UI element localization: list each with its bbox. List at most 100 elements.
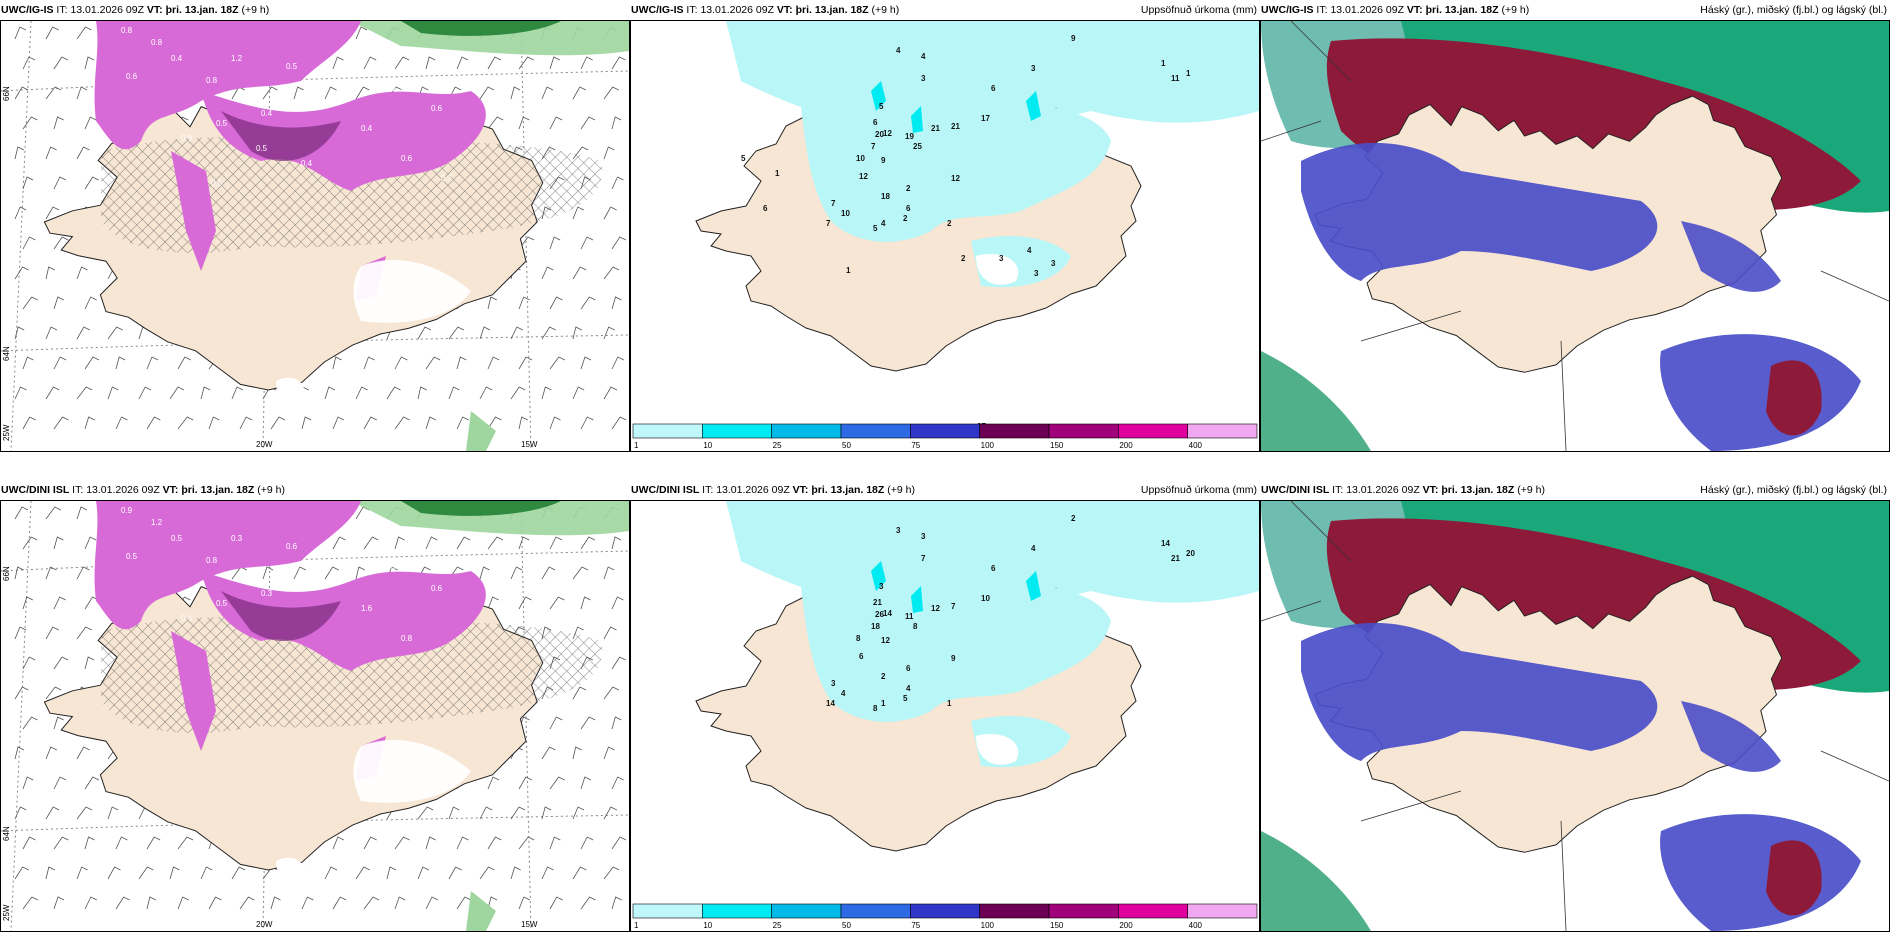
map-frame xyxy=(1260,20,1890,452)
colorbar-tick-label: 1 xyxy=(634,921,639,930)
wind-barb xyxy=(611,896,622,910)
wind-barb xyxy=(487,776,500,790)
snow-value-label: 1.2 xyxy=(231,54,243,63)
precip-value-label: 3 xyxy=(831,679,836,688)
precip-value-label: 6 xyxy=(991,564,996,573)
snow-value-label: 0.5 xyxy=(341,94,353,103)
wind-barb xyxy=(394,356,408,370)
precip-value-label: 25 xyxy=(913,142,922,151)
precip-area xyxy=(801,575,1111,722)
lat-label-64n: 64N xyxy=(2,346,11,361)
it-label: IT: xyxy=(1332,484,1344,496)
lat-line xyxy=(1,70,629,92)
precip-value-label: 1 xyxy=(775,169,780,178)
precip-value-label: 6 xyxy=(906,664,911,673)
precip-value-label: 3 xyxy=(999,254,1004,263)
colorbar-tick-label: 75 xyxy=(911,921,920,930)
map-frame xyxy=(1260,500,1890,932)
wind-barb xyxy=(45,566,57,580)
panel-header: UWC/IG-IS IT: 13.01.2026 09Z VT: þri. 13… xyxy=(1260,0,1890,20)
wind-barb xyxy=(417,806,434,820)
lead-time: (+9 h) xyxy=(241,4,270,16)
lon-label-15w: 15W xyxy=(521,920,538,929)
snow-band xyxy=(94,21,361,150)
snow-value-label: 0.5 xyxy=(171,534,183,543)
wind-barb xyxy=(45,86,62,100)
wind-barb xyxy=(448,806,460,820)
mid-cloud-area xyxy=(1766,360,1822,436)
lead-time: (+9 h) xyxy=(871,4,900,16)
wind-barb xyxy=(572,566,589,580)
wind-barb xyxy=(425,836,436,850)
precip-value-label: 2 xyxy=(906,184,911,193)
colorbar-swatch xyxy=(910,423,980,439)
wind-barb xyxy=(76,386,93,400)
wind-barb xyxy=(456,836,469,850)
snow-value-label: 0.7 xyxy=(301,89,313,98)
wind-barb xyxy=(549,836,561,850)
precip-core xyxy=(1026,571,1041,601)
lead-time: (+9 h) xyxy=(887,484,915,496)
model-name: UWC/DINI ISL xyxy=(1,484,70,496)
wind-barb xyxy=(76,806,93,820)
wind-barb xyxy=(76,626,92,640)
precip-value-label: 7 xyxy=(921,554,926,563)
wind-barb xyxy=(425,416,437,430)
precip-sea-green xyxy=(466,891,496,931)
snow-band-dark xyxy=(221,591,341,641)
precip-value-label: 17 xyxy=(981,114,990,123)
precip-value-label: 4 xyxy=(896,46,901,55)
wind-barb xyxy=(394,56,410,70)
wind-barb xyxy=(549,596,565,610)
wind-barb xyxy=(518,776,533,790)
precip-value-label: 21 xyxy=(951,122,960,131)
precip-value-label: 5 xyxy=(873,224,878,233)
mid-cloud-area xyxy=(1766,840,1822,916)
snow-value-label: 0.6 xyxy=(431,104,443,113)
wind-barb xyxy=(487,536,504,550)
snow-band xyxy=(201,91,486,191)
wind-barb xyxy=(169,866,180,880)
wind-barb xyxy=(14,686,29,700)
wind-barb xyxy=(22,896,39,910)
panel-title: Uppsöfnuð úrkoma (mm) xyxy=(1140,4,1257,16)
wind-barb xyxy=(580,296,596,310)
it-label: IT: xyxy=(702,484,714,496)
precip-value-label: 4 xyxy=(1031,544,1036,553)
precip-sea-darkgreen xyxy=(401,501,561,516)
wind-barb xyxy=(14,806,27,820)
wind-barb xyxy=(14,626,27,640)
wind-barb xyxy=(332,356,342,370)
colorbar-tick-label: 75 xyxy=(911,441,920,450)
lon-line xyxy=(10,501,32,931)
wind-barb xyxy=(487,416,502,430)
wind-barb xyxy=(549,56,561,70)
wind-barb xyxy=(603,206,617,220)
colorbar-tick-label: 150 xyxy=(1050,441,1064,450)
wind-barb xyxy=(22,776,34,790)
lon-label-20w: 20W xyxy=(256,440,273,449)
precip-value-label: 10 xyxy=(856,154,865,163)
snow-value-label: 0.4 xyxy=(171,54,183,63)
wind-barb xyxy=(293,86,304,100)
wind-barb xyxy=(425,536,438,550)
wind-barb xyxy=(53,176,67,190)
colorbar-tick-label: 400 xyxy=(1189,921,1203,930)
wind-barb xyxy=(510,866,521,880)
wind-barb xyxy=(448,386,460,400)
wind-barb xyxy=(53,116,64,130)
lon-line xyxy=(520,21,532,451)
wind-barb xyxy=(22,716,38,730)
wind-barb xyxy=(332,896,347,910)
wind-barb xyxy=(84,836,95,850)
wind-barb xyxy=(518,896,531,910)
wind-barb xyxy=(603,326,615,340)
wind-barb xyxy=(14,506,29,520)
wind-barb xyxy=(14,386,27,400)
colorbar-swatch xyxy=(979,423,1050,439)
colorbar-swatch xyxy=(840,903,911,919)
precip-value-label: 14 xyxy=(826,699,835,708)
wind-barb xyxy=(363,356,375,370)
wind-barb xyxy=(332,836,345,850)
low-cloud-area xyxy=(1301,622,1658,761)
